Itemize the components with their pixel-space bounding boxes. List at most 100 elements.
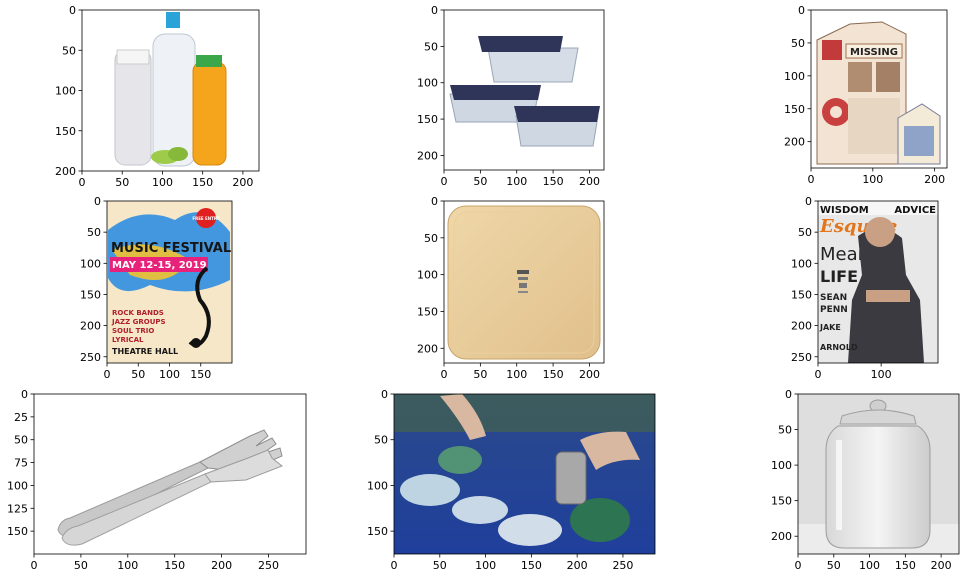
forks-axes: 0 50 100 150 200 250 0 25 50 75 100 125 150 [7, 388, 307, 572]
y-tick-label: 100 [791, 257, 812, 270]
y-tick-label: 150 [791, 288, 812, 301]
poster-image: FREE ENTRY MUSIC FESTIVAL MAY 12-15, 201… [107, 201, 232, 363]
y-tick-label: 150 [771, 495, 792, 508]
x-tick-label: 0 [795, 559, 802, 572]
panel-poster: FREE ENTRY MUSIC FESTIVAL MAY 12-15, 201… [80, 195, 233, 381]
y-tick-label: 50 [62, 44, 76, 57]
x-tick-label: 200 [579, 368, 600, 381]
y-tick-label: 100 [7, 479, 28, 492]
x-tick-label: 150 [164, 559, 185, 572]
x-tick-label: 250 [258, 559, 279, 572]
x-tick-label: 100 [862, 173, 883, 186]
y-tick-label: 50 [798, 226, 812, 239]
axes-frame [393, 393, 656, 555]
y-tick-label: 150 [417, 305, 438, 318]
magazine-banner-right: ADVICE [894, 205, 936, 216]
x-tick-label: 100 [475, 559, 496, 572]
missing-label: MISSING [850, 47, 898, 58]
jar-axes: 0 50 100 150 200 0 50 100 150 200 [771, 388, 960, 572]
x-tick-label: 0 [79, 176, 86, 189]
x-tick-label: 100 [506, 175, 527, 188]
x-tick-label: 0 [441, 368, 448, 381]
x-tick-label: 200 [211, 559, 232, 572]
magazine-name-2: JAKE [819, 323, 841, 332]
magazine-headline-2: LIFE [820, 267, 858, 286]
y-tick-label: 200 [80, 320, 101, 333]
poster-title: MUSIC FESTIVAL [111, 241, 231, 256]
y-tick-label: 250 [791, 351, 812, 364]
x-tick-label: 0 [441, 175, 448, 188]
y-tick-label: 0 [805, 195, 812, 208]
y-tick-label: 0 [94, 195, 101, 208]
bottles-image [82, 10, 259, 171]
x-tick-label: 100 [117, 559, 138, 572]
y-tick-label: 150 [7, 525, 28, 538]
x-tick-label: 100 [159, 368, 180, 381]
y-tick-label: 0 [381, 388, 388, 401]
poster-dates: MAY 12-15, 2019 [112, 260, 207, 271]
x-tick-label: 100 [152, 176, 173, 189]
y-tick-label: 200 [771, 530, 792, 543]
y-tick-label: 50 [791, 37, 805, 50]
y-tick-label: 0 [21, 388, 28, 401]
y-tick-label: 100 [784, 70, 805, 83]
poster-lineup-3: LYRICAL [112, 336, 144, 344]
y-tick-label: 50 [87, 226, 101, 239]
x-tick-label: 0 [104, 368, 111, 381]
y-tick-label: 150 [417, 113, 438, 126]
x-tick-label: 200 [924, 173, 945, 186]
y-tick-label: 125 [7, 502, 28, 515]
y-tick-label: 50 [374, 434, 388, 447]
y-tick-label: 100 [80, 257, 101, 270]
x-tick-label: 50 [827, 559, 841, 572]
axes-frame [817, 200, 939, 364]
milk-cartons-axes: 0 100 200 0 50 100 150 200 [784, 4, 948, 186]
y-tick-label: 100 [771, 459, 792, 472]
milk-cartons-image: MISSING [811, 10, 947, 168]
x-tick-label: 0 [815, 368, 822, 381]
magazine-axes: 0 100 0 50 100 150 200 250 [791, 195, 939, 381]
y-tick-label: 150 [367, 525, 388, 538]
axes-frame [443, 9, 605, 171]
x-tick-label: 100 [871, 368, 892, 381]
x-tick-label: 150 [521, 559, 542, 572]
x-tick-label: 50 [473, 368, 487, 381]
x-tick-label: 50 [131, 368, 145, 381]
y-tick-label: 200 [784, 136, 805, 149]
axes-frame [797, 393, 960, 555]
y-tick-label: 0 [785, 388, 792, 401]
y-tick-label: 0 [798, 4, 805, 17]
y-tick-label: 100 [367, 479, 388, 492]
containers-image [444, 10, 604, 170]
y-tick-label: 200 [417, 342, 438, 355]
y-tick-label: 75 [14, 457, 28, 470]
jar-image [798, 394, 959, 554]
x-tick-label: 250 [612, 559, 633, 572]
x-tick-label: 150 [543, 175, 564, 188]
y-tick-label: 100 [417, 77, 438, 90]
x-tick-label: 150 [895, 559, 916, 572]
y-tick-label: 150 [784, 103, 805, 116]
tray-image [444, 201, 604, 363]
x-tick-label: 200 [567, 559, 588, 572]
y-tick-label: 25 [14, 411, 28, 424]
magazine-name-0: SEAN [820, 293, 847, 303]
panel-recycling: 0 50 100 150 200 250 0 50 100 150 [367, 388, 656, 572]
panel-milk-cartons: MISSING 0 100 200 0 50 100 150 200 [784, 4, 948, 186]
poster-lineup-0: ROCK BANDS [112, 309, 164, 317]
x-tick-label: 150 [192, 176, 213, 189]
y-tick-label: 200 [55, 165, 76, 178]
y-tick-label: 250 [80, 351, 101, 364]
y-tick-label: 50 [14, 434, 28, 447]
panel-magazine: WISDOM ADVICE Esquire Meaning LIFE SEAN … [791, 195, 939, 381]
axes-frame [810, 9, 948, 169]
y-tick-label: 100 [417, 269, 438, 282]
x-tick-label: 100 [859, 559, 880, 572]
x-tick-label: 0 [808, 173, 815, 186]
y-tick-label: 200 [417, 149, 438, 162]
x-tick-label: 200 [232, 176, 253, 189]
